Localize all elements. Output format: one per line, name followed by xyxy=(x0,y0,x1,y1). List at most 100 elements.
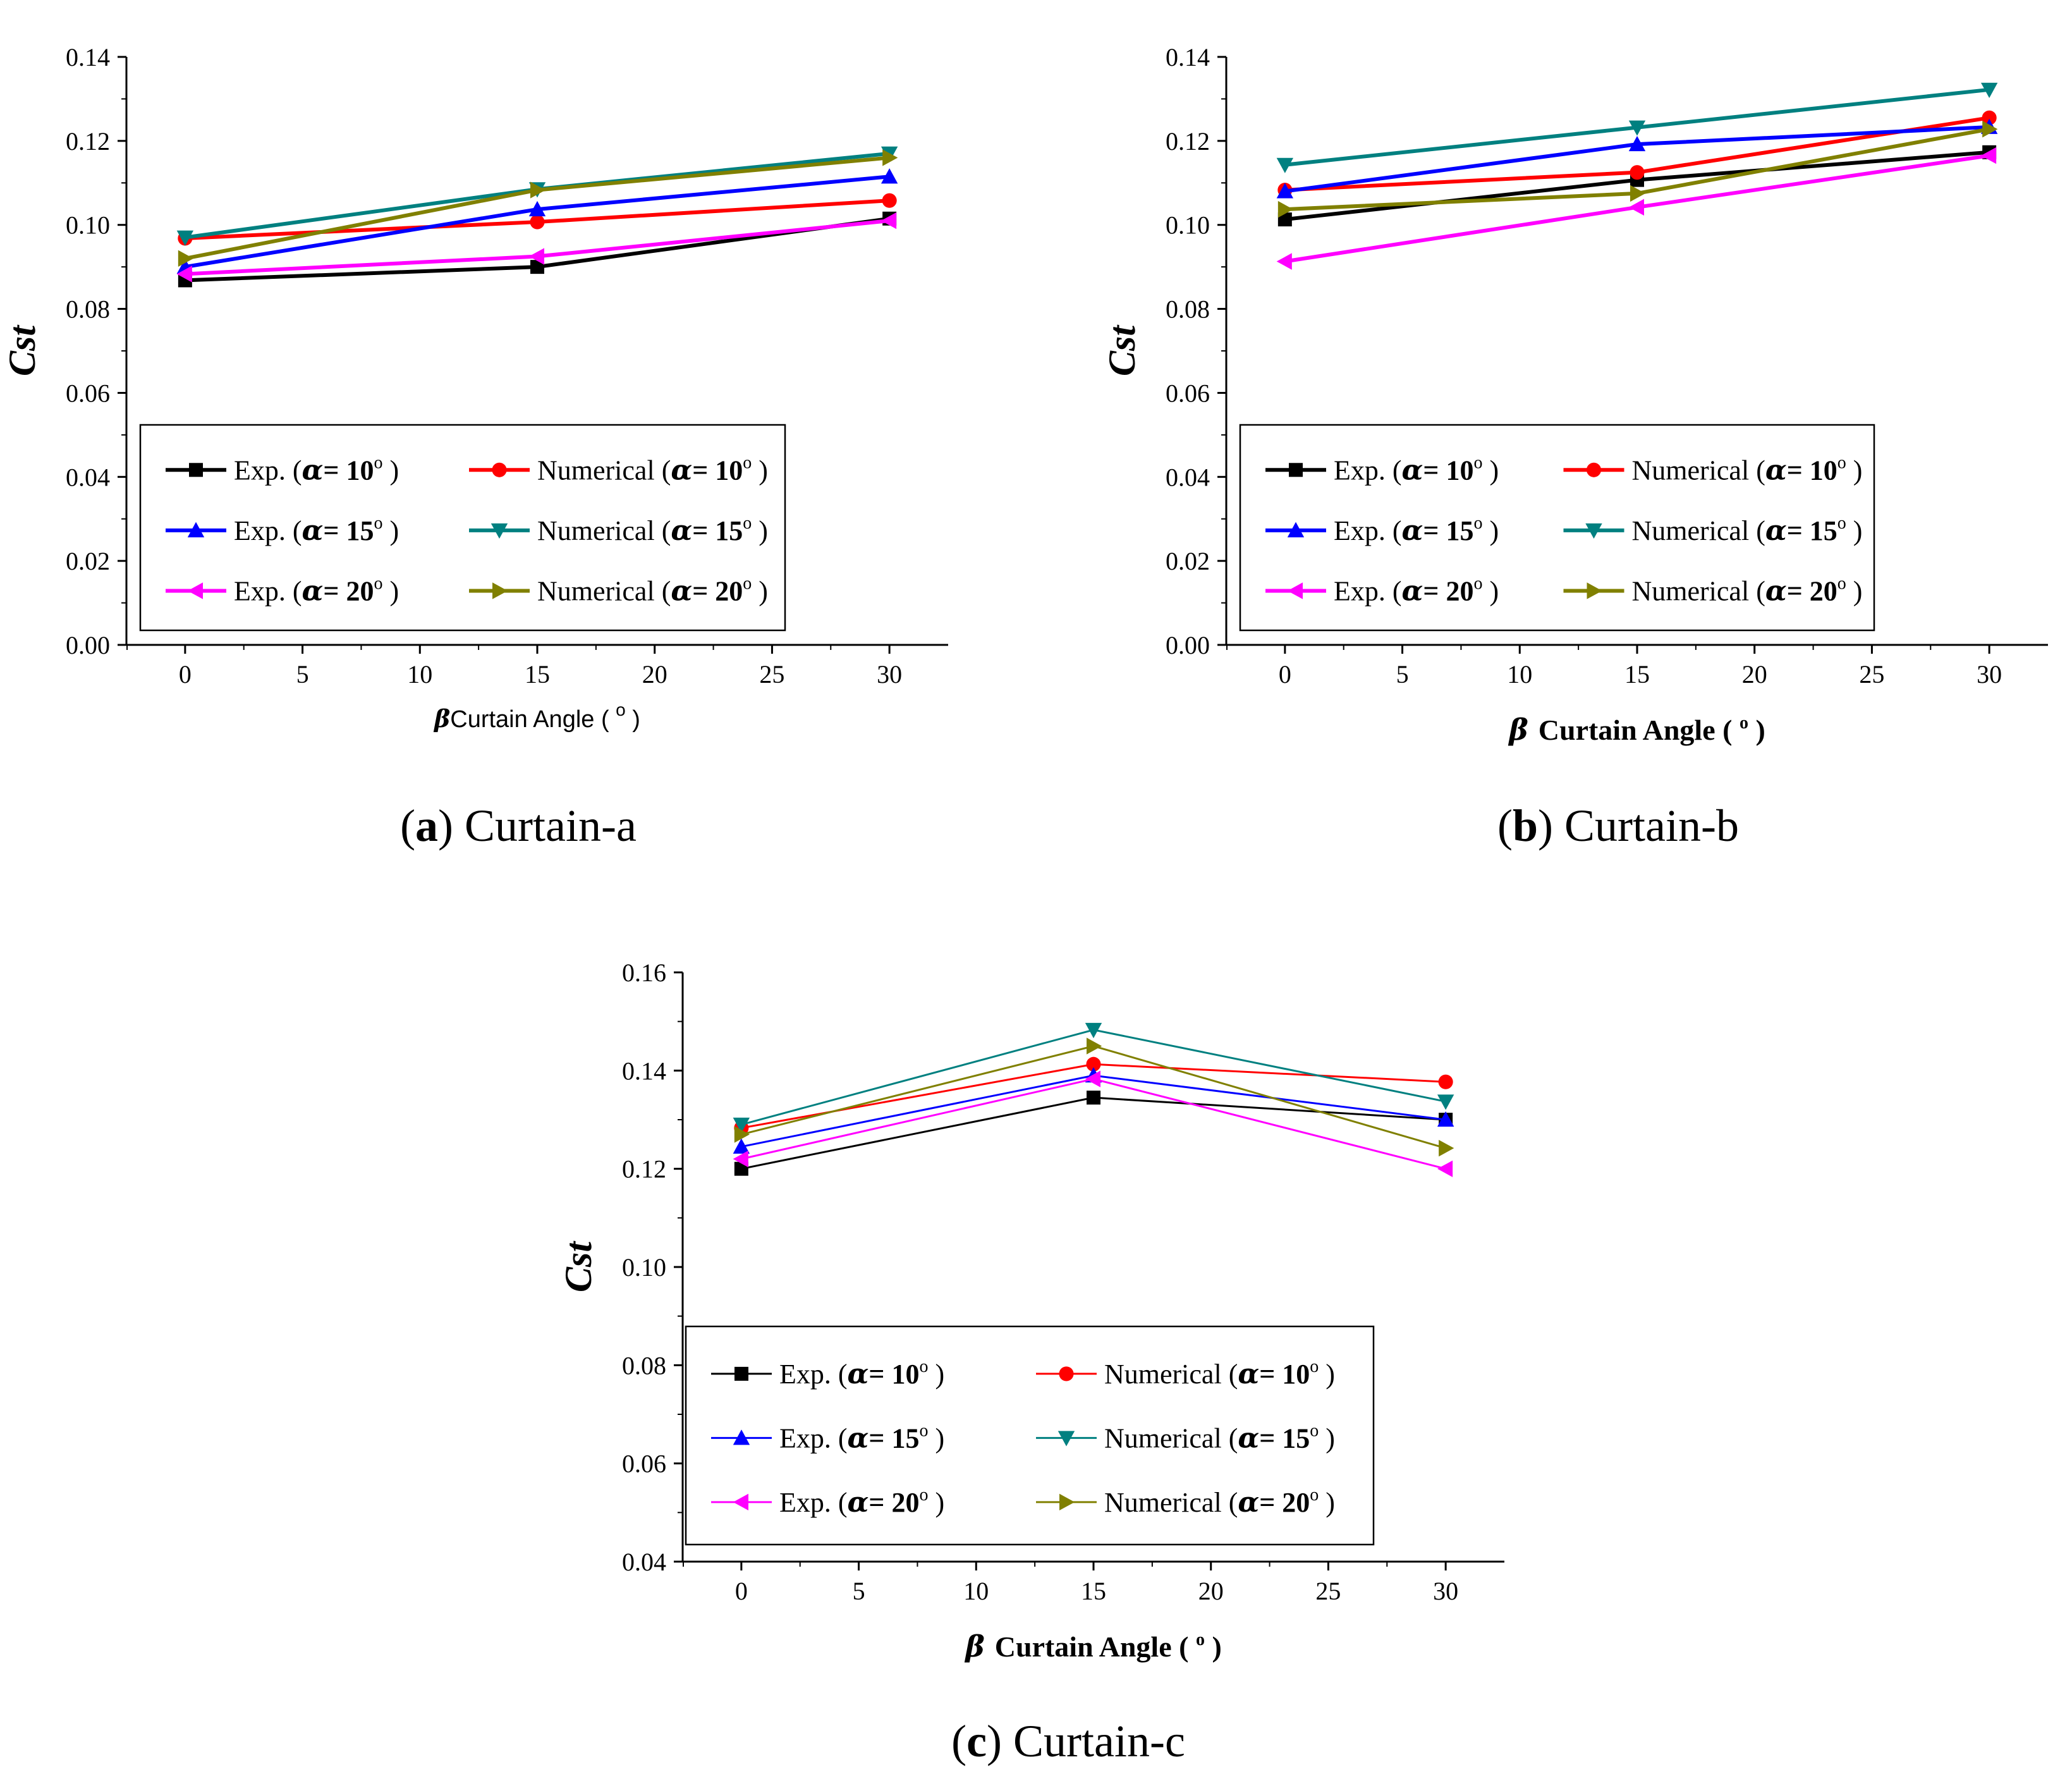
series-line xyxy=(741,1074,1446,1148)
y-axis-label: Cst xyxy=(1,324,43,376)
data-point xyxy=(1086,1056,1101,1072)
legend-marker xyxy=(1059,1493,1075,1511)
legend-marker xyxy=(1587,582,1602,599)
series-numerical-alpha-20 xyxy=(1277,121,1998,218)
legend-item: Exp. (α= 15o ) xyxy=(166,513,399,547)
legend-marker xyxy=(189,463,203,477)
x-tick-label: 0 xyxy=(179,660,192,689)
data-point xyxy=(881,168,898,184)
data-point xyxy=(882,149,898,166)
series-exp-alpha-20 xyxy=(733,1070,1453,1177)
data-point xyxy=(1437,1094,1454,1110)
y-tick-label: 0.08 xyxy=(1166,295,1210,324)
y-tick-label: 0.00 xyxy=(1166,631,1210,659)
legend-label: Numerical (α= 10o ) xyxy=(1632,453,1863,486)
legend-item: Numerical (α= 15o ) xyxy=(469,513,768,547)
y-tick-label: 0.02 xyxy=(1166,547,1210,575)
x-tick-label: 10 xyxy=(963,1577,989,1605)
x-tick-label: 25 xyxy=(1315,1577,1341,1605)
legend-box xyxy=(685,1325,1375,1546)
legend-item: Exp. (α= 15o ) xyxy=(1265,513,1499,547)
legend-label: Exp. (α= 15o ) xyxy=(234,513,399,547)
legend-marker xyxy=(492,462,507,477)
y-tick-label: 0.10 xyxy=(66,211,110,240)
data-point xyxy=(1438,1074,1453,1089)
legend-item: Numerical (α= 15o ) xyxy=(1563,513,1863,547)
legend-marker xyxy=(1289,463,1303,477)
legend-label: Numerical (α= 10o ) xyxy=(537,453,768,486)
data-point xyxy=(734,1126,750,1143)
data-point xyxy=(1982,110,1997,125)
chart-panel-c: 0.04 0.06 0.08 0.10 0.12 0.14 0.16 0 5 10 15 20 25 30… xyxy=(558,958,1504,1766)
legend-item: Exp. (α= 10o ) xyxy=(1265,453,1499,486)
legend-marker xyxy=(1287,522,1305,537)
x-tick-label: 20 xyxy=(642,660,667,689)
series-numerical-alpha-20 xyxy=(734,1038,1454,1157)
x-tick-label: 30 xyxy=(1977,660,2002,689)
x-tick-label: 15 xyxy=(525,660,550,689)
x-tick-label: 20 xyxy=(1198,1577,1224,1605)
y-tick-label: 0.06 xyxy=(1166,379,1210,407)
data-point xyxy=(1277,212,1292,227)
legend: Exp. (α= 10o ) Numerical (α= 10o ) Exp. (α… xyxy=(685,1325,1375,1546)
legend-label: Exp. (α= 20o ) xyxy=(234,573,399,607)
x-tick-label: 10 xyxy=(407,660,432,689)
legend-item: Numerical (α= 15o ) xyxy=(1036,1421,1335,1454)
data-point xyxy=(528,248,544,265)
chart-panel-b: 0.00 0.02 0.04 0.06 0.08 0.10 0.12 0.14 0 5 10 15 20… xyxy=(1101,43,2048,851)
y-axis-label: Cst xyxy=(558,1240,599,1292)
y-tick-label: 0.10 xyxy=(622,1253,666,1282)
x-tick-label: 25 xyxy=(759,660,784,689)
legend-item: Exp. (α= 10o ) xyxy=(166,453,399,486)
data-point xyxy=(528,200,546,217)
legend-marker xyxy=(1586,462,1602,477)
x-tick-label: 0 xyxy=(1279,660,1291,689)
legend-item: Exp. (α= 20o ) xyxy=(166,573,399,607)
data-point xyxy=(530,214,545,230)
data-point xyxy=(1982,121,1998,138)
y-axis-label: Cst xyxy=(1101,324,1143,376)
x-tick-label: 25 xyxy=(1859,660,1884,689)
legend-label: Exp. (α= 20o ) xyxy=(1334,573,1499,607)
y-tick-label: 0.04 xyxy=(1166,463,1210,491)
legend-marker xyxy=(492,582,508,599)
legend-item: Numerical (α= 20o ) xyxy=(1036,1485,1335,1519)
data-point xyxy=(1980,147,1997,164)
legend-label: Numerical (α= 10o ) xyxy=(1104,1357,1335,1390)
legend-item: Numerical (α= 20o ) xyxy=(1563,573,1863,607)
legend-label: Numerical (α= 15o ) xyxy=(1632,513,1863,547)
legend-marker xyxy=(733,1493,748,1511)
legend-marker xyxy=(1059,1366,1074,1381)
legend-label: Numerical (α= 15o ) xyxy=(537,513,768,547)
legend-label: Numerical (α= 20o ) xyxy=(1632,573,1863,607)
y-tick-label: 0.08 xyxy=(622,1351,666,1380)
y-tick-label: 0.06 xyxy=(66,379,110,407)
x-tick-label: 5 xyxy=(1396,660,1409,689)
series-numerical-alpha-15 xyxy=(733,1022,1454,1133)
legend-label: Exp. (α= 20o ) xyxy=(779,1485,944,1519)
x-tick-label: 30 xyxy=(1433,1577,1458,1605)
data-point xyxy=(1630,185,1646,202)
data-point xyxy=(1276,157,1294,173)
legend-item: Numerical (α= 10o ) xyxy=(469,453,768,486)
data-point xyxy=(178,250,194,267)
data-point xyxy=(176,230,194,246)
legend-marker xyxy=(1057,1431,1075,1447)
panel-caption: (a) Curtain-a xyxy=(400,800,637,851)
legend-item: Exp. (α= 10o ) xyxy=(711,1357,944,1390)
x-tick-label: 5 xyxy=(853,1577,865,1605)
series-exp-alpha-20 xyxy=(176,212,897,283)
legend-label: Exp. (α= 15o ) xyxy=(779,1421,944,1454)
legend-item: Numerical (α= 10o ) xyxy=(1563,453,1863,486)
data-point xyxy=(1085,1070,1100,1087)
data-point xyxy=(1437,1111,1454,1127)
y-tick-label: 0.02 xyxy=(66,547,110,575)
data-point xyxy=(882,193,897,208)
legend-label: Exp. (α= 10o ) xyxy=(1334,453,1499,486)
y-tick-label: 0.14 xyxy=(1166,43,1210,71)
series-numerical-alpha-15 xyxy=(1276,82,1998,173)
x-tick-label: 5 xyxy=(296,660,309,689)
y-tick-label: 0.14 xyxy=(66,43,110,71)
chart-panel-a: 0.00 0.02 0.04 0.06 0.08 0.10 0.12 0.14 0 5 10 15 20… xyxy=(1,43,948,851)
